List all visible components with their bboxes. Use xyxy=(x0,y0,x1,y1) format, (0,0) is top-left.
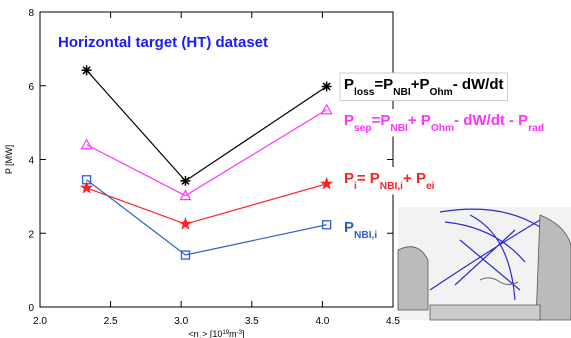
text-part: ] xyxy=(242,329,245,338)
y-tick-label: 8 xyxy=(28,8,34,19)
text-part: - dW/dt - P xyxy=(454,112,528,129)
text-part: > [10 xyxy=(202,329,222,338)
text-part: loss xyxy=(354,87,375,98)
y-tick-label: 6 xyxy=(28,82,34,93)
text-part: NBI,i xyxy=(380,181,403,192)
x-axis-label: <ne> [1019m-3] xyxy=(188,329,244,338)
text-part: P xyxy=(344,112,354,129)
x-tick-label: 2.5 xyxy=(104,316,118,327)
x-tick-label: 3.0 xyxy=(174,316,188,327)
y-tick-label: 0 xyxy=(28,303,34,314)
text-part: <n xyxy=(188,329,198,338)
text-part: P xyxy=(344,76,354,93)
text-part: - dW/dt xyxy=(453,76,504,93)
text-part: P xyxy=(344,170,354,187)
text-part: =P xyxy=(372,112,391,129)
x-tick-label: 3.5 xyxy=(245,316,259,327)
y-tick-label: 2 xyxy=(28,229,34,240)
text-part: + P xyxy=(408,112,431,129)
x-tick-label: 4.0 xyxy=(315,316,329,327)
x-tick-label: 2.0 xyxy=(33,316,47,327)
text-part: + P xyxy=(403,170,426,187)
text-part: NBI xyxy=(390,123,408,134)
text-part: NBI,i xyxy=(354,230,377,241)
chart: 2.0 2.5 3.0 3.5 4.0 4.5 0 2 4 6 8 P [MW] <ne> [1019m… xyxy=(0,0,571,338)
y-axis-label: P [MW] xyxy=(4,145,14,174)
text-part: P xyxy=(344,219,354,236)
text-part: ei xyxy=(426,181,435,192)
x-tick-label: 4.5 xyxy=(386,316,400,327)
text-part: =P xyxy=(374,76,393,93)
text-part: Ohm xyxy=(429,87,452,98)
chart-title: Horizontal target (HT) dataset xyxy=(58,34,268,51)
text-part: rad xyxy=(528,123,544,134)
text-part: +P xyxy=(411,76,430,93)
marker xyxy=(322,81,332,91)
marker xyxy=(180,176,190,186)
equilibrium-image xyxy=(398,207,571,320)
text-part: sep xyxy=(354,123,372,134)
text-part: = P xyxy=(357,170,380,187)
text-part: NBI xyxy=(393,87,411,98)
text-part: Ohm xyxy=(431,123,454,134)
text-part: m xyxy=(229,329,237,338)
y-tick-label: 4 xyxy=(28,156,34,167)
marker xyxy=(82,65,92,75)
